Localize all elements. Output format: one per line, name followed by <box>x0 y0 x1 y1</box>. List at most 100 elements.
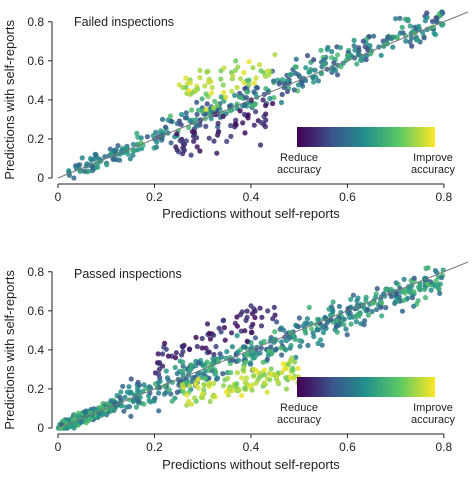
panel-passed-inspections: 0 0.2 0.4 0.6 0.8 0 0.2 0.4 0.6 0.8 Passed inspe… <box>2 261 469 472</box>
data-point <box>218 76 224 82</box>
data-point <box>433 278 439 284</box>
data-point <box>350 292 356 298</box>
data-point <box>305 342 311 348</box>
data-point <box>234 370 240 376</box>
data-point <box>374 286 380 292</box>
data-point <box>130 152 136 158</box>
data-point <box>197 148 203 154</box>
data-point <box>89 164 95 170</box>
data-point <box>239 392 245 398</box>
y-ticks-passed: 0 0.2 0.4 0.6 0.8 <box>27 265 52 435</box>
data-point <box>124 404 130 410</box>
data-point <box>183 138 189 144</box>
data-point <box>279 352 285 358</box>
data-point <box>156 366 162 372</box>
data-point <box>246 82 252 88</box>
data-point <box>150 133 156 139</box>
data-point <box>174 370 180 377</box>
data-point <box>216 128 222 135</box>
data-point <box>241 111 247 117</box>
data-point <box>179 382 185 388</box>
data-point <box>258 323 265 329</box>
data-point <box>327 312 334 318</box>
data-point <box>199 345 205 351</box>
data-point <box>242 379 248 385</box>
data-point <box>165 353 171 359</box>
data-point <box>197 67 203 73</box>
data-point <box>393 16 399 22</box>
data-point <box>262 367 268 373</box>
data-point <box>166 387 172 393</box>
data-point <box>290 365 296 371</box>
data-point <box>174 389 180 395</box>
data-point <box>218 94 224 100</box>
data-point <box>265 308 271 314</box>
data-point <box>334 329 340 335</box>
data-point <box>155 351 161 357</box>
colorbar-high-label: accuracy <box>411 164 456 176</box>
data-point <box>293 56 299 62</box>
colorbar-low-label: accuracy <box>277 414 322 426</box>
colorbar-high-label: accuracy <box>411 414 456 426</box>
data-point <box>278 345 284 351</box>
data-point <box>151 398 157 404</box>
data-point <box>370 300 376 306</box>
data-point <box>297 74 303 80</box>
data-point <box>233 117 239 123</box>
data-point <box>291 375 297 381</box>
data-point <box>331 66 337 72</box>
data-point <box>405 295 411 301</box>
y-tick-label: 0.8 <box>27 15 44 29</box>
data-point <box>311 57 317 63</box>
data-point <box>321 57 327 63</box>
data-point <box>331 60 337 66</box>
data-point <box>319 342 325 348</box>
data-point <box>138 135 144 141</box>
data-point <box>232 67 238 73</box>
data-point <box>127 390 133 396</box>
data-point <box>211 332 217 338</box>
data-point <box>165 117 171 123</box>
data-point <box>283 375 289 381</box>
data-point <box>245 112 251 118</box>
data-point <box>390 44 396 50</box>
data-point <box>206 135 212 141</box>
data-point <box>202 375 208 381</box>
data-point <box>180 348 186 355</box>
data-point <box>284 88 290 95</box>
data-point <box>288 342 294 349</box>
data-point <box>297 338 303 344</box>
data-point <box>178 122 184 128</box>
data-point <box>154 139 160 145</box>
data-point <box>240 344 246 350</box>
data-point <box>264 389 270 395</box>
data-point <box>234 333 240 339</box>
data-point <box>258 68 264 74</box>
data-point <box>252 308 258 314</box>
data-point <box>217 351 223 357</box>
data-point <box>163 368 169 374</box>
data-point <box>220 383 227 389</box>
data-point <box>272 347 278 353</box>
data-point <box>358 57 364 63</box>
data-point <box>436 286 442 292</box>
data-point <box>316 317 322 323</box>
data-point <box>208 115 214 122</box>
colorbar-gradient <box>297 377 435 397</box>
data-point <box>184 402 190 408</box>
data-point <box>348 296 354 302</box>
data-point <box>229 330 235 336</box>
data-point <box>130 141 136 147</box>
data-point <box>186 88 192 94</box>
data-point <box>268 344 274 350</box>
colorbar-high-label: Improve <box>413 402 453 414</box>
data-point <box>238 76 244 82</box>
data-point <box>208 90 214 96</box>
data-point <box>194 343 200 350</box>
data-point <box>110 156 116 162</box>
data-point <box>162 124 169 130</box>
data-point <box>279 91 285 98</box>
data-point <box>422 295 429 301</box>
